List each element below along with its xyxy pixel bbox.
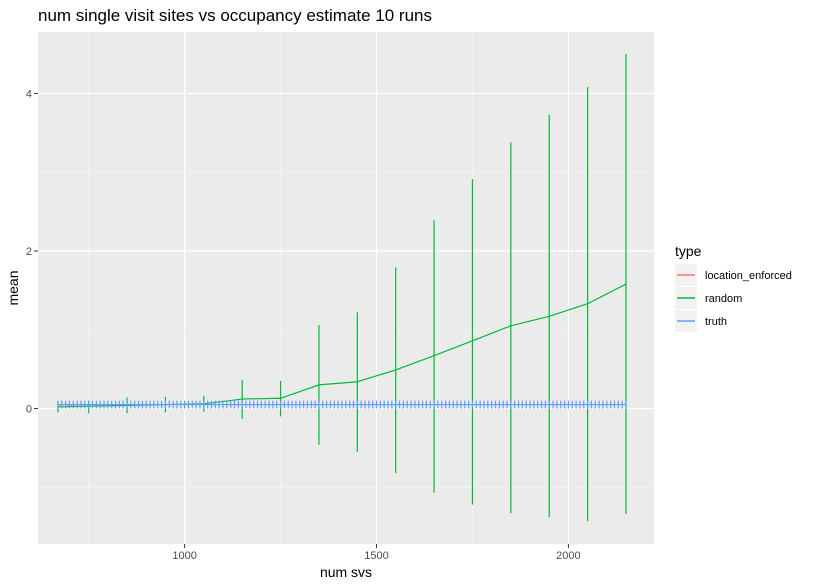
y-tick-label: 4 bbox=[26, 88, 32, 100]
grid-major bbox=[38, 32, 654, 544]
x-axis: 1000 1500 2000 bbox=[172, 544, 581, 562]
y-tick-label: 0 bbox=[26, 404, 32, 416]
y-axis-title: mean bbox=[5, 270, 21, 305]
series-layer bbox=[57, 54, 627, 522]
y-axis: 0 2 4 bbox=[26, 88, 38, 416]
chart-title: num single visit sites vs occupancy esti… bbox=[38, 6, 432, 25]
plot-panel bbox=[38, 32, 654, 544]
x-axis-title: num svs bbox=[320, 564, 372, 580]
legend-label: truth bbox=[705, 316, 727, 328]
x-tick-label: 1500 bbox=[364, 550, 388, 562]
legend-label: random bbox=[705, 293, 742, 305]
legend-title: type bbox=[675, 243, 702, 259]
x-tick-label: 1000 bbox=[172, 550, 196, 562]
y-tick-label: 2 bbox=[26, 246, 32, 258]
legend-label: location_enforced bbox=[705, 270, 792, 282]
x-tick-label: 2000 bbox=[556, 550, 580, 562]
